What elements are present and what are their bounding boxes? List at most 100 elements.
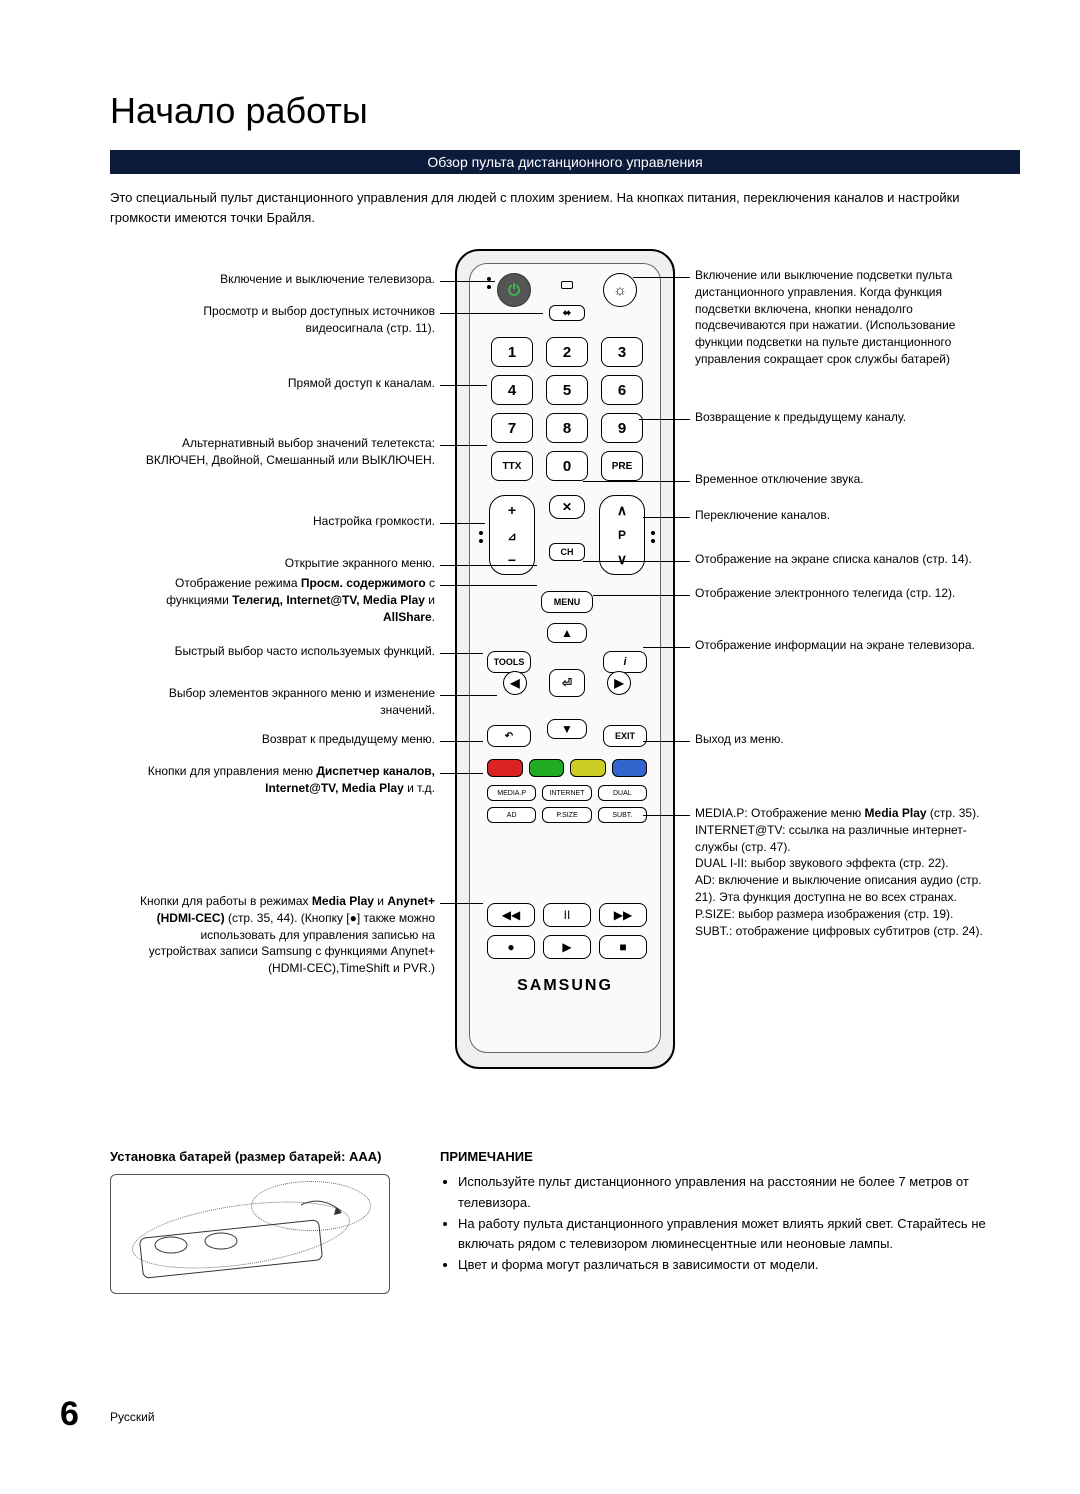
nav-left[interactable]: ◀ (503, 671, 527, 695)
media-row-1: ◀◀ II ▶▶ (487, 903, 647, 927)
num-9[interactable]: 9 (601, 413, 643, 443)
volume-rocker[interactable]: + ⊿ − (489, 495, 535, 575)
callout-left: Кнопки для управления меню Диспетчер кан… (135, 763, 435, 797)
callout-right: Выход из меню. (695, 731, 995, 748)
ch-down-icon: ∨ (600, 551, 644, 568)
battery-install-title: Установка батарей (размер батарей: AAA) (110, 1149, 410, 1164)
media-row-2: ● ▶ ■ (487, 935, 647, 959)
note-title: ПРИМЕЧАНИЕ (440, 1149, 1020, 1164)
callout-left: Прямой доступ к каналам. (135, 375, 435, 392)
light-button[interactable]: ☼ (603, 273, 637, 307)
internet-button[interactable]: INTERNET (542, 785, 591, 801)
callout-right: Возвращение к предыдущему каналу. (695, 409, 995, 426)
num-7[interactable]: 7 (491, 413, 533, 443)
dual-button[interactable]: DUAL (598, 785, 647, 801)
mute-button[interactable]: ✕ (549, 495, 585, 519)
battery-illustration (110, 1174, 390, 1294)
callout-left: Альтернативный выбор значений телетекста… (135, 435, 435, 469)
leader-line (643, 517, 690, 518)
channel-rocker[interactable]: ∧ P ∨ (599, 495, 645, 575)
leader-line (440, 565, 537, 566)
leader-line (440, 773, 483, 774)
fforward-button[interactable]: ▶▶ (599, 903, 647, 927)
func-row-2: AD P.SIZE SUBT. (487, 807, 647, 823)
note-item: Используйте пульт дистанционного управле… (458, 1172, 1020, 1214)
nav-right[interactable]: ▶ (607, 671, 631, 695)
leader-line (440, 281, 495, 282)
section-bar: Обзор пульта дистанционного управления (110, 150, 1020, 174)
leader-line (643, 815, 690, 816)
info-button[interactable]: i (603, 651, 647, 673)
num-1[interactable]: 1 (491, 337, 533, 367)
stop-button[interactable]: ■ (599, 935, 647, 959)
vol-up-icon: + (490, 502, 534, 518)
leader-line (440, 313, 543, 314)
note-item: Цвет и форма могут различаться в зависим… (458, 1255, 1020, 1276)
psize-button[interactable]: P.SIZE (542, 807, 591, 823)
color-a-button[interactable] (487, 759, 523, 777)
num-6[interactable]: 6 (601, 375, 643, 405)
pre-ch-button[interactable]: PRE (601, 451, 643, 481)
callout-left: Возврат к предыдущему меню. (135, 731, 435, 748)
page-number: 6 (60, 1395, 79, 1434)
color-c-button[interactable] (570, 759, 606, 777)
callout-left: Быстрый выбор часто используемых функций… (135, 643, 435, 660)
leader-line (639, 419, 690, 420)
num-3[interactable]: 3 (601, 337, 643, 367)
leader-line (440, 523, 485, 524)
num-4[interactable]: 4 (491, 375, 533, 405)
subt-button[interactable]: SUBT. (598, 807, 647, 823)
record-button[interactable]: ● (487, 935, 535, 959)
enter-button[interactable]: ⏎ (549, 669, 585, 697)
callout-right: Переключение каналов. (695, 507, 995, 524)
callout-left: Включение и выключение телевизора. (135, 271, 435, 288)
nav-up[interactable]: ▲ (547, 623, 587, 643)
intro-text: Это специальный пульт дистанционного упр… (110, 188, 1020, 227)
nav-down[interactable]: ▼ (547, 719, 587, 739)
callout-right: Временное отключение звука. (695, 471, 995, 488)
ttx-button[interactable]: TTX (491, 451, 533, 481)
color-d-button[interactable] (612, 759, 648, 777)
callout-left: Выбор элементов экранного меню и изменен… (135, 685, 435, 719)
source-button[interactable]: ⬌ (549, 305, 585, 321)
leader-line (440, 695, 497, 696)
return-button[interactable]: ↶ (487, 725, 531, 747)
callout-right: Отображение информации на экране телевиз… (695, 637, 995, 654)
rewind-button[interactable]: ◀◀ (487, 903, 535, 927)
pause-button[interactable]: II (543, 903, 591, 927)
callout-right: Отображение на экране списка каналов (ст… (695, 551, 995, 568)
power-button[interactable]: ⏻ (497, 273, 531, 307)
exit-button[interactable]: EXIT (603, 725, 647, 747)
ad-button[interactable]: AD (487, 807, 536, 823)
display-icon (561, 281, 573, 289)
play-button[interactable]: ▶ (543, 935, 591, 959)
callout-left: Просмотр и выбор доступных источников ви… (135, 303, 435, 337)
callout-right: Отображение электронного телегида (стр. … (695, 585, 995, 602)
ch-p-label: P (600, 528, 644, 542)
leader-line (583, 561, 690, 562)
page-title: Начало работы (110, 90, 1020, 132)
remote-outline: ⏻ ☼ ⬌ 1 2 3 4 5 6 7 8 9 TTX 0 PRE + ⊿ − (455, 249, 675, 1069)
num-2[interactable]: 2 (546, 337, 588, 367)
ch-up-icon: ∧ (600, 502, 644, 519)
note-item: На работу пульта дистанционного управлен… (458, 1214, 1020, 1256)
func-row-1: MEDIA.P INTERNET DUAL (487, 785, 647, 801)
color-buttons-row (487, 759, 647, 777)
leader-line (440, 653, 483, 654)
ch-list-button[interactable]: CH (549, 543, 585, 561)
tools-button[interactable]: TOOLS (487, 651, 531, 673)
menu-button[interactable]: MENU (541, 591, 593, 613)
leader-line (440, 585, 537, 586)
vol-label: ⊿ (490, 530, 534, 543)
language-label: Русский (110, 1410, 155, 1424)
leader-line (643, 741, 690, 742)
leader-line (593, 595, 690, 596)
num-5[interactable]: 5 (546, 375, 588, 405)
leader-line (440, 445, 487, 446)
color-b-button[interactable] (529, 759, 565, 777)
leader-line (643, 647, 690, 648)
leader-line (440, 741, 483, 742)
mediap-button[interactable]: MEDIA.P (487, 785, 536, 801)
num-8[interactable]: 8 (546, 413, 588, 443)
num-0[interactable]: 0 (546, 451, 588, 481)
